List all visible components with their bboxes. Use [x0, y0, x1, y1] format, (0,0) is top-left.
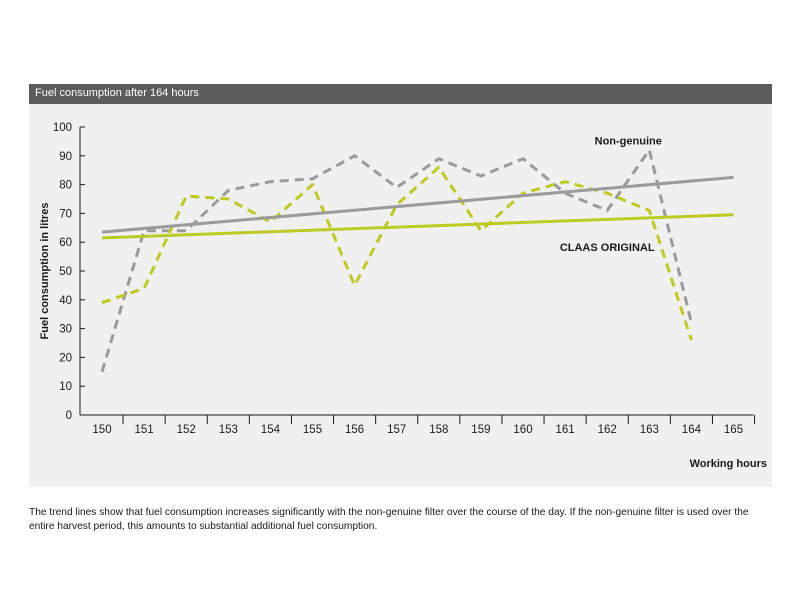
x-tick-label: 159 [471, 424, 490, 436]
y-tick-label: 60 [59, 237, 72, 249]
x-axis-title: Working hours [690, 458, 767, 470]
series-line-non-genuine [100, 148, 693, 373]
x-tick-label: 165 [724, 424, 743, 436]
x-tick-label: 158 [429, 424, 448, 436]
x-tick-label: 163 [640, 424, 659, 436]
x-tick-label: 157 [387, 424, 406, 436]
x-tick-label: 150 [92, 424, 111, 436]
chart-header-bar: Fuel consumption after 164 hours [29, 84, 772, 104]
series-annotation: Non-genuine [595, 135, 662, 147]
y-tick-label: 50 [59, 266, 72, 278]
y-tick-label: 40 [59, 295, 72, 307]
x-tick-label: 154 [261, 424, 281, 436]
series-line-non-genuine-trend [101, 175, 734, 234]
y-tick-label: 30 [59, 324, 72, 336]
x-tick-label: 161 [556, 424, 575, 436]
y-axis-title: Fuel consumption in litres [39, 203, 51, 340]
x-tick-label: 162 [598, 424, 617, 436]
chart-title: Fuel consumption after 164 hours [35, 87, 199, 99]
x-tick-label: 155 [303, 424, 322, 436]
chart-caption: The trend lines show that fuel consumpti… [29, 507, 749, 532]
x-tick-label: 160 [513, 424, 532, 436]
y-tick-label: 80 [59, 180, 72, 192]
y-tick-label: 0 [66, 410, 72, 422]
y-tick-label: 90 [59, 151, 72, 163]
y-tick-label: 70 [59, 208, 72, 220]
y-tick-label: 10 [59, 381, 72, 393]
x-tick-label: 151 [135, 424, 154, 436]
y-tick-label: 100 [53, 122, 72, 134]
series-line-claas-original-trend [101, 213, 734, 240]
x-tick-label: 164 [682, 424, 702, 436]
chart-panel [29, 104, 772, 487]
y-tick-label: 20 [59, 352, 72, 364]
x-tick-label: 156 [345, 424, 364, 436]
x-tick-label: 153 [219, 424, 238, 436]
series-annotation: CLAAS ORIGINAL [560, 242, 655, 254]
x-tick-label: 152 [177, 424, 196, 436]
